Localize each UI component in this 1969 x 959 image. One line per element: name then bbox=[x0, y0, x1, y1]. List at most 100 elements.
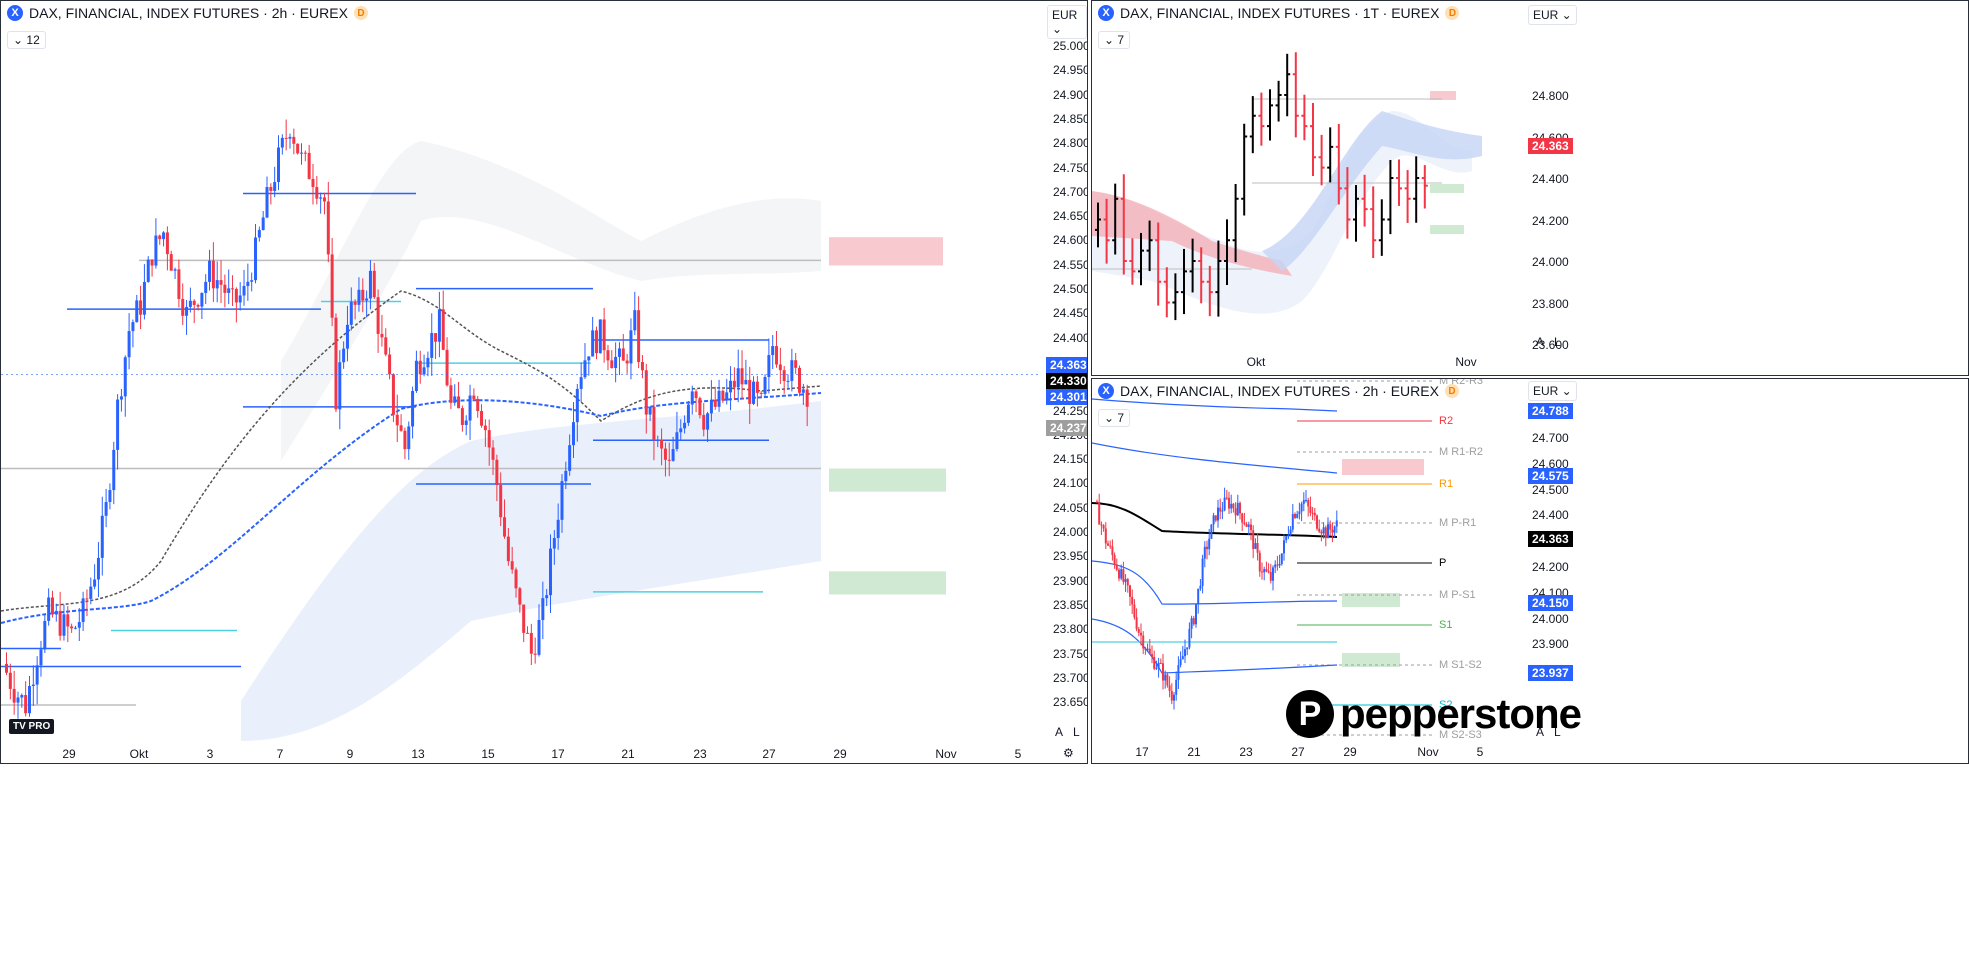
price-tick-label: 24.400 bbox=[1053, 330, 1088, 345]
candle-body bbox=[407, 426, 411, 450]
candle-body bbox=[173, 269, 177, 271]
candle-body bbox=[1311, 512, 1314, 514]
candle-body bbox=[1291, 514, 1294, 530]
candle-body bbox=[1113, 555, 1116, 565]
candle-body bbox=[637, 310, 641, 363]
candle-body bbox=[188, 300, 192, 307]
candle-body bbox=[1120, 569, 1123, 579]
candle-body bbox=[1100, 524, 1103, 526]
price-tick-label: 23.950 bbox=[1053, 549, 1088, 564]
candle-body bbox=[208, 260, 212, 282]
symbol-icon[interactable]: X bbox=[1098, 383, 1114, 399]
currency-selector[interactable]: EUR ⌄ bbox=[1528, 381, 1577, 401]
candle-body bbox=[47, 597, 51, 621]
daily-time-axis[interactable]: Okt Nov bbox=[1092, 353, 1522, 375]
symbol-title[interactable]: DAX, FINANCIAL, INDEX FUTURES · 1T · EUR… bbox=[1120, 5, 1440, 21]
candle-body bbox=[1192, 618, 1195, 625]
candle-body bbox=[644, 370, 648, 415]
intraday-time-axis[interactable]: 17 21 23 27 29 Nov 5 bbox=[1092, 743, 1522, 763]
resistance-zone bbox=[1342, 459, 1424, 475]
candle-body bbox=[1331, 529, 1334, 533]
intraday-chart-canvas[interactable] bbox=[1092, 379, 1522, 741]
price-tick-label: 24.950 bbox=[1053, 63, 1088, 78]
auto-scale-button[interactable]: A bbox=[1536, 725, 1545, 739]
candle-body bbox=[280, 137, 284, 148]
candle-body bbox=[1324, 527, 1327, 539]
candle-body bbox=[162, 232, 166, 240]
candle-body bbox=[131, 322, 135, 332]
main-chart-panel[interactable]: X DAX, FINANCIAL, INDEX FUTURES · 2h · E… bbox=[0, 0, 1088, 764]
time-tick-label: 9 bbox=[346, 747, 354, 761]
candle-body bbox=[1263, 569, 1266, 573]
candle-body bbox=[786, 380, 790, 382]
time-tick-label: Okt bbox=[129, 747, 149, 761]
candle-body bbox=[606, 350, 610, 361]
log-scale-button[interactable]: L bbox=[1073, 725, 1080, 739]
candle-body bbox=[349, 301, 353, 325]
auto-scale-button[interactable]: A bbox=[1536, 335, 1545, 349]
candle-body bbox=[338, 362, 342, 410]
time-tick-label: 13 bbox=[411, 747, 425, 761]
candle-body bbox=[549, 548, 552, 596]
candle-body bbox=[1146, 648, 1149, 650]
candle-body bbox=[1166, 674, 1169, 686]
auto-scale-button[interactable]: A bbox=[1055, 725, 1064, 739]
candle-body bbox=[422, 367, 426, 375]
candle-body bbox=[227, 288, 231, 293]
symbol-icon[interactable]: X bbox=[7, 5, 23, 21]
candle-body bbox=[1258, 552, 1261, 572]
candle-body bbox=[1318, 528, 1321, 532]
candle-body bbox=[192, 300, 196, 305]
candle-body bbox=[690, 391, 694, 405]
candle-body bbox=[1294, 514, 1296, 518]
price-tag: 23.937 bbox=[1528, 665, 1573, 681]
candle-body bbox=[62, 614, 66, 636]
candle-body bbox=[529, 632, 533, 654]
indicators-collapse-button[interactable]: ⌄ 7 bbox=[1098, 31, 1131, 49]
daily-chart-panel[interactable]: X DAX, FINANCIAL, INDEX FUTURES · 1T · E… bbox=[1091, 0, 1969, 376]
main-chart-canvas[interactable] bbox=[1, 1, 1041, 741]
symbol-title[interactable]: DAX, FINANCIAL, INDEX FUTURES · 2h · EUR… bbox=[1120, 383, 1439, 399]
daily-price-axis[interactable]: 24.80024.60024.40024.20024.00023.80023.6… bbox=[1522, 1, 1570, 375]
candle-body bbox=[39, 649, 43, 666]
settings-icon[interactable]: ⚙ bbox=[1063, 746, 1074, 760]
indicators-collapse-button[interactable]: ⌄ 12 bbox=[7, 31, 46, 49]
candle-body bbox=[495, 459, 499, 486]
indicators-collapse-button[interactable]: ⌄ 7 bbox=[1098, 409, 1131, 427]
price-tick-label: 24.100 bbox=[1053, 476, 1088, 491]
candle-body bbox=[1247, 524, 1250, 527]
cloud-bearish bbox=[1092, 191, 1292, 276]
candle-body bbox=[303, 152, 307, 154]
pivot-label: M R1-R2 bbox=[1439, 446, 1484, 458]
log-scale-button[interactable]: L bbox=[1554, 335, 1561, 349]
candle-body bbox=[185, 306, 189, 316]
symbol-title[interactable]: DAX, FINANCIAL, INDEX FUTURES · 2h · EUR… bbox=[29, 5, 348, 21]
candle-body bbox=[1159, 662, 1162, 664]
candle-body bbox=[1168, 685, 1171, 691]
main-time-axis[interactable]: 29 Okt 3 7 9 13 15 17 21 23 27 29 Nov 5 bbox=[1, 741, 1041, 763]
intraday-chart-panel[interactable]: X DAX, FINANCIAL, INDEX FUTURES · 2h · E… bbox=[1091, 378, 1969, 764]
symbol-icon[interactable]: X bbox=[1098, 5, 1114, 21]
candle-body bbox=[721, 390, 725, 401]
time-tick-label: 5 bbox=[1476, 745, 1484, 759]
daily-chart-canvas[interactable] bbox=[1092, 1, 1522, 351]
candle-body bbox=[254, 237, 258, 281]
candle-body bbox=[617, 348, 621, 357]
price-tick-label: 24.150 bbox=[1053, 452, 1088, 467]
currency-selector[interactable]: EUR ⌄ bbox=[1528, 5, 1577, 25]
candle-body bbox=[204, 281, 208, 293]
log-scale-button[interactable]: L bbox=[1554, 725, 1561, 739]
candle-body bbox=[1327, 524, 1329, 539]
volatility-band-lower bbox=[241, 401, 821, 741]
currency-selector[interactable]: EUR ⌄ bbox=[1047, 5, 1087, 39]
candle-body bbox=[288, 136, 292, 139]
candle-body bbox=[223, 284, 227, 293]
candle-body bbox=[326, 201, 330, 255]
candle-body bbox=[514, 569, 518, 589]
candle-body bbox=[296, 143, 300, 154]
candle-body bbox=[686, 404, 690, 423]
candle-body bbox=[104, 502, 108, 516]
candle-body bbox=[1333, 526, 1336, 533]
candle-body bbox=[794, 360, 798, 368]
pepperstone-logo-text: pepperstone bbox=[1340, 690, 1582, 737]
